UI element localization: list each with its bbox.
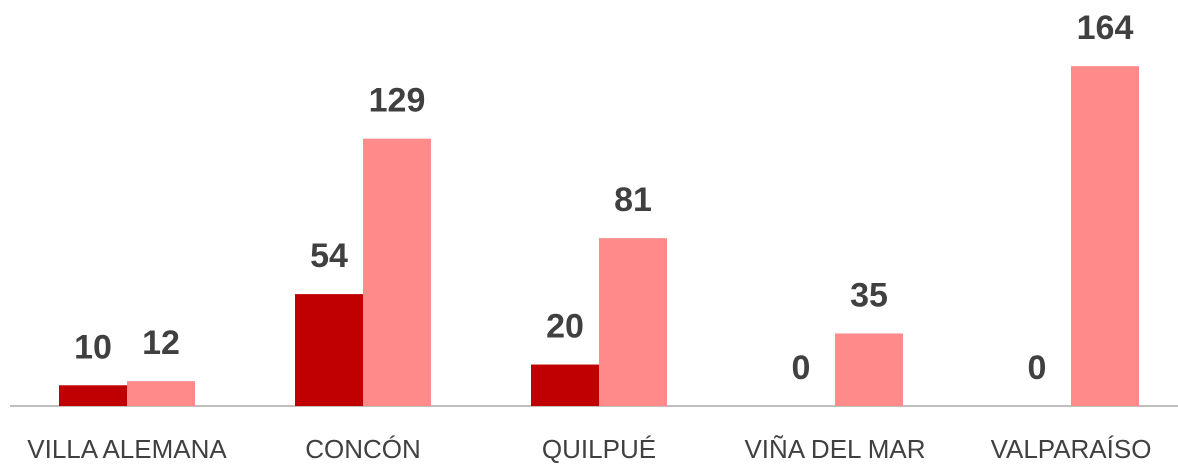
bar <box>1071 66 1139 407</box>
value-label: 20 <box>546 308 584 346</box>
value-label: 0 <box>1028 349 1047 387</box>
bar <box>835 333 903 406</box>
value-label: 81 <box>614 181 652 219</box>
bar <box>363 138 431 406</box>
value-label: 10 <box>74 328 112 366</box>
value-label: 35 <box>850 276 888 314</box>
value-label: 129 <box>369 82 426 120</box>
x-tick-label: CONCÓN <box>305 434 421 464</box>
value-label: 12 <box>142 324 180 362</box>
x-tick-label: QUILPUÉ <box>542 434 656 464</box>
value-label: 54 <box>310 237 348 275</box>
bar <box>599 238 667 406</box>
bar <box>127 381 195 406</box>
bar <box>531 364 599 406</box>
value-label: 0 <box>792 349 811 387</box>
x-tick-label: VALPARAÍSO <box>991 434 1152 464</box>
bar <box>59 385 127 406</box>
value-label: 164 <box>1077 9 1134 47</box>
bar <box>295 294 363 406</box>
x-tick-label: VILLA ALEMANA <box>27 434 227 464</box>
x-tick-label: VIÑA DEL MAR <box>744 434 925 464</box>
